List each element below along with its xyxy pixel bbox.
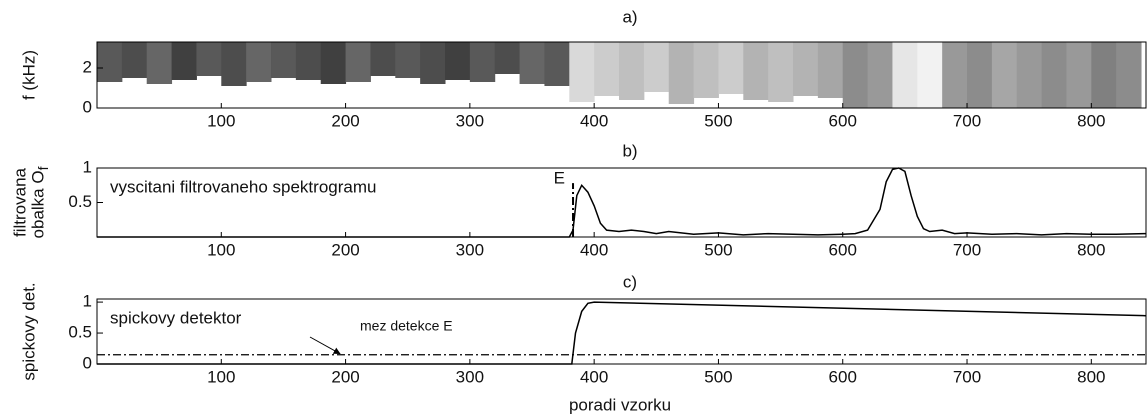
annotation: spickovy detektor [110,308,242,327]
x-tick-label: 600 [829,240,857,259]
spectrogram-cell [445,42,471,80]
x-tick-label: 800 [1077,240,1105,259]
spectrogram-cell [370,42,396,76]
spectrogram-cell [171,42,197,80]
spectrogram-cell [942,42,968,108]
spectrogram-cell [967,42,993,108]
x-tick-label: 300 [456,240,484,259]
spectrogram-cell [271,42,297,78]
x-tick-label: 400 [580,111,608,130]
axes-frame [96,41,1147,109]
x-tick-label: 400 [580,240,608,259]
y-tick-label: 0.5 [68,323,92,342]
spectrogram-cell [569,42,595,102]
line-series [97,167,1147,238]
panel-title: a) [622,7,637,26]
spectrogram-cell [1066,42,1092,108]
y-axis-label: filtrovana [10,167,29,237]
spectrogram-cell [1041,42,1067,108]
x-tick-label: 800 [1077,111,1105,130]
spectrogram-cell [395,42,421,78]
spectrogram-cell [320,42,347,84]
y-axis-label: f (kHz) [19,50,38,100]
spectrogram-cell [842,42,869,108]
spectrogram-cell [594,42,620,96]
threshold-arrow [309,336,341,355]
spectrogram-cell [1116,42,1142,108]
x-tick-label: 800 [1077,367,1105,386]
spectrogram-cell [519,42,545,84]
spectrogram-cell [121,42,148,78]
x-tick-label: 500 [704,240,732,259]
y-tick-label: 0 [83,97,92,116]
spectrogram-cell [743,42,769,100]
spectrogram-cell [295,42,322,80]
x-tick-label: 600 [829,367,857,386]
spectrogram-cell [917,42,943,108]
annotation: vyscitani filtrovaneho spektrogramu [110,177,376,196]
x-tick-label: 700 [953,367,981,386]
y-tick-label: 0 [83,353,92,372]
spectrogram-cell [1091,42,1117,108]
spectrogram-cell [793,42,819,96]
spectrogram-cell [246,42,272,82]
y-axis-label: obalka Of [28,166,50,238]
x-tick-label: 600 [829,111,857,130]
spectrogram-cell [817,42,844,98]
spectrogram-cell [668,42,695,104]
panel-title: c) [623,272,637,291]
y-axis-label: spickovy det. [19,282,38,380]
event-label: E [554,169,565,188]
x-tick-label: 300 [456,367,484,386]
spectrogram-cell [643,42,670,92]
spectrogram-cell [420,42,446,84]
spectrogram-cell [345,42,371,82]
threshold-label: mez detekce E [360,318,453,334]
spectrogram-cell [718,42,744,94]
y-tick-label: 2 [83,57,92,76]
x-tick-label: 200 [331,367,359,386]
x-tick-label: 300 [456,111,484,130]
spectrogram-cell [221,42,247,86]
x-axis-label: poradi vzorku [569,395,671,414]
x-tick-label: 500 [704,367,732,386]
spectrogram-cell [1016,42,1043,108]
panel-title: b) [622,141,637,160]
spectrogram-cell [146,42,173,84]
x-tick-label: 100 [207,240,235,259]
spectrogram-cell [619,42,645,100]
spectrogram-cell [991,42,1018,108]
spectrogram-cell [892,42,918,108]
y-tick-label: 0.5 [68,192,92,211]
x-tick-label: 200 [331,111,359,130]
x-tick-label: 400 [580,367,608,386]
x-tick-label: 700 [953,111,981,130]
y-axis-label-subscript: f [35,166,51,170]
spectrogram-cell [469,42,496,82]
spectrogram-cell [544,42,570,86]
x-tick-label: 100 [207,111,235,130]
spectrogram-cell [867,42,893,108]
spectrogram-cell [494,42,521,74]
axes-frame [96,298,1147,365]
y-tick-label: 1 [83,292,92,311]
y-tick-label: 1 [83,157,92,176]
x-tick-label: 200 [331,240,359,259]
spectrogram-cell [768,42,794,102]
spectrogram-cell [693,42,719,98]
x-tick-label: 500 [704,111,732,130]
x-tick-label: 700 [953,240,981,259]
spectrogram-cell [97,42,123,82]
spectrogram-cell [196,42,222,76]
x-tick-label: 100 [207,367,235,386]
